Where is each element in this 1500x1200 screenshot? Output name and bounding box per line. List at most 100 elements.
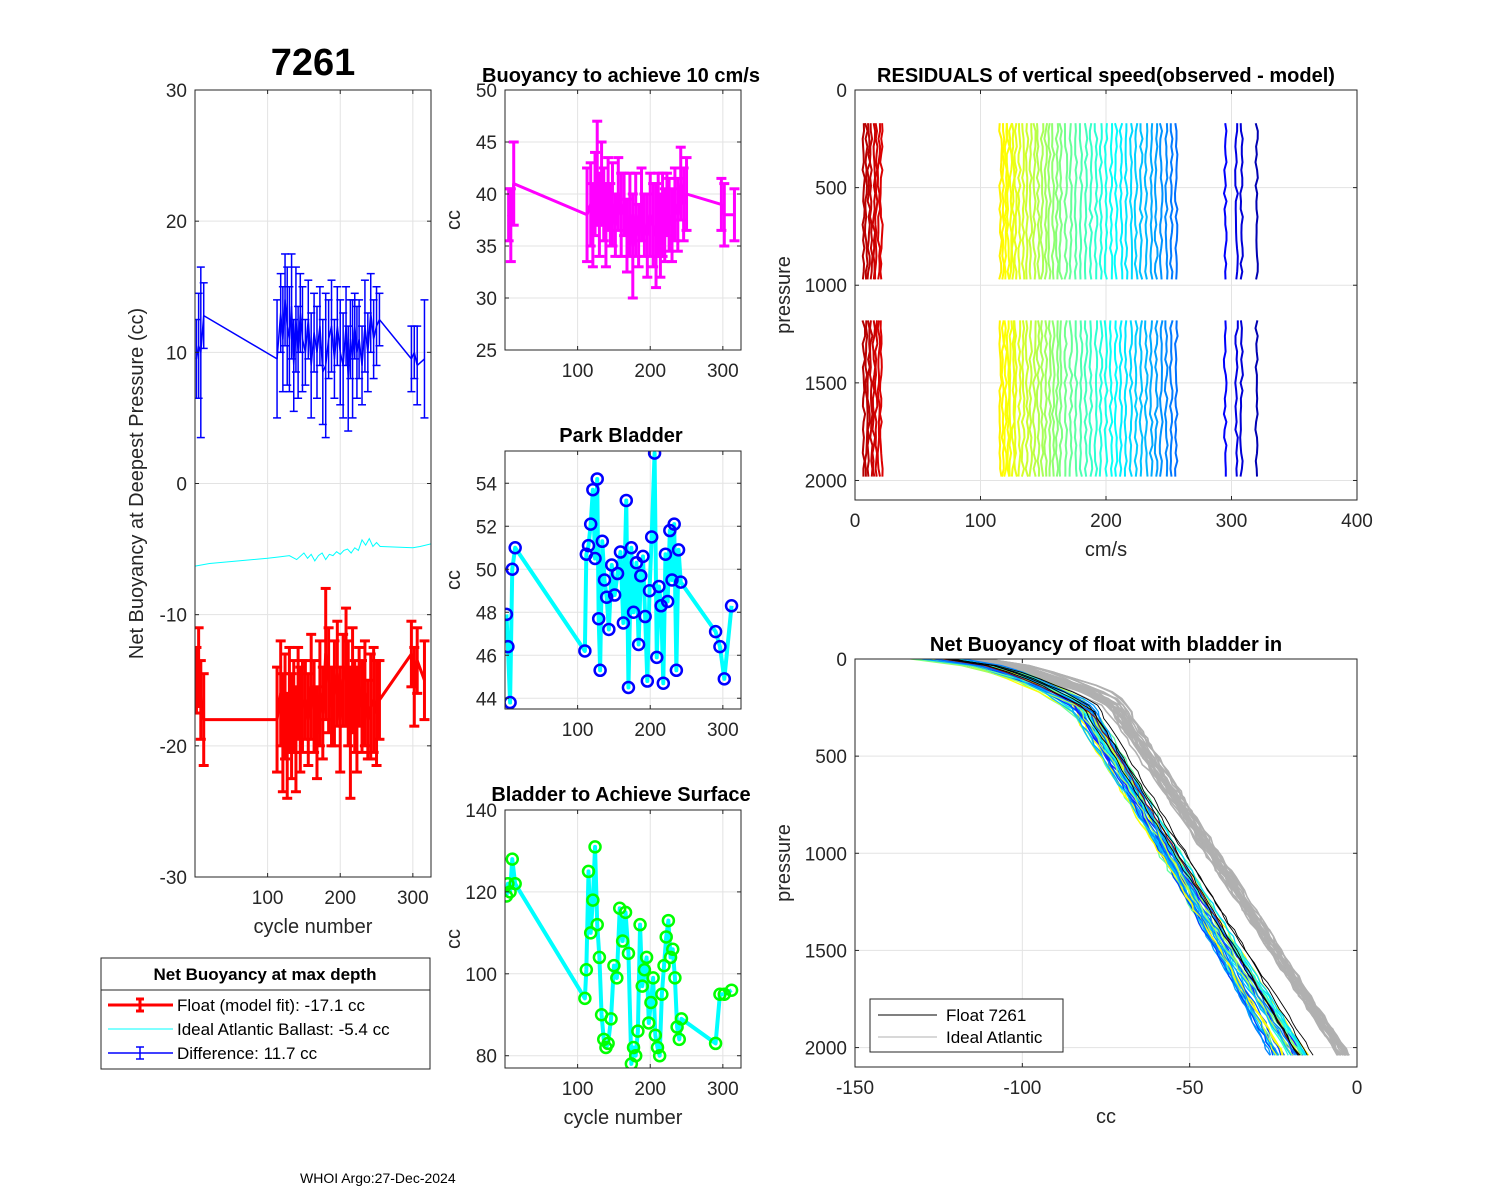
data-point-marker <box>588 840 602 854</box>
residual-profile <box>1143 320 1149 477</box>
residual-profile <box>1098 320 1104 477</box>
residual-profile <box>868 123 874 280</box>
series-float-model-fit- <box>195 586 430 800</box>
chart-title: Park Bladder <box>559 425 683 447</box>
data-point-marker <box>624 541 639 555</box>
data-point-marker <box>592 950 607 965</box>
residual-profile <box>1234 123 1239 280</box>
residual-profile <box>1068 320 1074 477</box>
residual-profile <box>1164 123 1169 280</box>
data-point-marker <box>586 482 600 497</box>
data-point-marker <box>724 983 739 997</box>
x-axis-label: cycle number <box>254 916 373 938</box>
x-tick-label: 300 <box>707 361 739 382</box>
data-point-marker <box>638 609 652 624</box>
residual-profile <box>1103 320 1109 477</box>
data-point-marker <box>708 624 723 639</box>
data-point-marker <box>667 517 681 531</box>
data-point-marker <box>578 991 592 1006</box>
plot-content <box>195 253 431 800</box>
residual-profile <box>1013 320 1018 477</box>
data-point-marker <box>613 545 628 559</box>
float-7261-profile <box>951 659 1314 1056</box>
data-point-marker <box>672 1032 687 1047</box>
x-tick-label: -100 <box>1003 1078 1041 1099</box>
axes-frame <box>504 89 742 351</box>
residual-profile <box>1174 320 1179 477</box>
residual-profile <box>1118 320 1124 477</box>
y-axis-label: cc <box>443 929 465 949</box>
y-tick-label: 40 <box>476 185 497 206</box>
residual-profile <box>1024 320 1030 477</box>
chart-title: RESIDUALS of vertical speed(observed - m… <box>877 65 1335 87</box>
y-tick-label: 50 <box>476 560 497 581</box>
data-point-marker <box>590 917 604 932</box>
residual-profile <box>878 320 884 477</box>
y-tick-label: -30 <box>160 868 187 889</box>
y-tick-label: 0 <box>176 475 187 496</box>
data-point-marker <box>579 962 594 977</box>
data-point-marker <box>717 672 732 686</box>
footer-credit: WHOI Argo:27-Dec-2024 <box>300 1170 456 1186</box>
residual-profile <box>1108 123 1114 280</box>
residual-profile <box>1035 123 1041 280</box>
y-axis-label: cc <box>443 570 465 590</box>
x-tick-label: 200 <box>324 888 356 909</box>
y-tick-label: 0 <box>836 81 847 102</box>
data-point-marker <box>581 538 596 553</box>
residual-profile <box>1083 320 1089 477</box>
y-tick-label: -10 <box>160 606 187 627</box>
data-point-marker <box>631 1024 645 1038</box>
y-tick-label: 46 <box>476 646 497 667</box>
data-point-marker <box>665 573 679 587</box>
data-point-marker <box>610 971 624 985</box>
data-point-marker <box>604 1012 618 1026</box>
data-point-marker <box>618 905 633 920</box>
y-tick-label: 1000 <box>805 276 847 297</box>
residual-profile <box>1017 123 1022 280</box>
data-point-marker <box>619 493 634 508</box>
data-point-marker <box>578 644 592 658</box>
residual-profile <box>1103 123 1109 280</box>
data-point-marker <box>668 971 682 985</box>
residual-profile <box>1153 123 1159 280</box>
data-point-marker <box>583 517 598 531</box>
residual-profile <box>1138 320 1144 477</box>
data-point-marker <box>637 962 652 977</box>
legend-box <box>869 998 1064 1053</box>
data-point-marker <box>607 588 622 602</box>
residual-profile <box>1013 123 1018 280</box>
error-bar <box>681 156 692 232</box>
x-tick-label: 200 <box>634 1079 666 1100</box>
residual-profile <box>998 123 1003 280</box>
error-bar <box>196 266 205 439</box>
data-point-marker <box>724 599 739 613</box>
tick-marks <box>854 658 1358 1067</box>
plot-content <box>910 659 1350 1056</box>
residual-profile <box>1003 123 1008 280</box>
residual-profile <box>1143 123 1149 280</box>
chart-resid: 0 100 200 300 400 0 500 1000 1500 2000 cm/s pressur… <box>773 65 1373 561</box>
y-tick-label: 45 <box>476 133 497 154</box>
x-tick-label: 300 <box>707 1079 739 1100</box>
residual-profile <box>1039 123 1045 280</box>
data-point-marker <box>661 913 676 928</box>
y-tick-label: 54 <box>476 474 498 495</box>
error-bar <box>199 282 208 350</box>
x-axis-label: cm/s <box>1085 539 1127 561</box>
residual-profile <box>871 123 877 280</box>
data-point-marker <box>595 534 610 549</box>
residual-profile <box>1010 123 1016 280</box>
float-profile <box>921 659 1279 1056</box>
data-point-marker <box>644 995 658 1010</box>
data-point-marker <box>628 1048 643 1063</box>
axes-frame <box>504 809 742 1069</box>
plot-content <box>505 840 739 1068</box>
legend-label: Difference: 11.7 cc <box>177 1044 318 1063</box>
x-tick-label: 200 <box>634 361 666 382</box>
error-bar <box>374 659 385 741</box>
ideal-atlantic-profile <box>965 659 1346 1056</box>
data-point-marker <box>663 950 678 965</box>
legend-title: Net Buoyancy at max depth <box>154 965 377 984</box>
data-point-marker <box>505 852 520 866</box>
